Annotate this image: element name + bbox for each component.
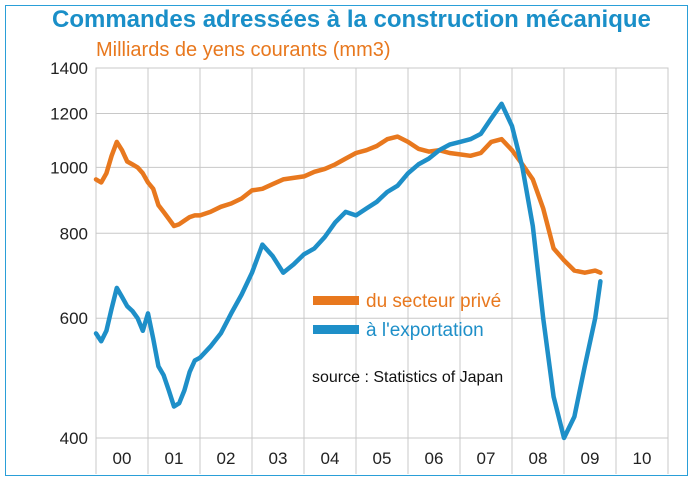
y-tick-label: 400 (60, 429, 88, 448)
grid-layer (95, 67, 669, 474)
x-tick-label: 00 (113, 449, 132, 468)
x-tick-label: 09 (581, 449, 600, 468)
y-tick-label: 1400 (50, 59, 88, 78)
y-tick-label: 800 (60, 224, 88, 243)
x-tick-label: 02 (217, 449, 236, 468)
chart-title: Commandes adressées à la construction mé… (52, 6, 651, 33)
series-line-export (93, 101, 603, 441)
legend-label-export: à l'exportation (366, 320, 484, 341)
source-note: source : Statistics of Japan (312, 369, 503, 386)
legend-swatch-export (313, 325, 359, 334)
x-tick-label: 04 (321, 449, 340, 468)
chart-subtitle: Milliards de yens courants (mm3) (96, 39, 391, 61)
x-tick-label: 07 (477, 449, 496, 468)
x-tick-label: 05 (373, 449, 392, 468)
x-tick-label: 10 (633, 449, 652, 468)
legend-label-prive: du secteur privé (366, 291, 501, 312)
x-tick-label: 03 (269, 449, 288, 468)
y-tick-label: 1200 (50, 105, 88, 124)
y-tick-label: 1000 (50, 158, 88, 177)
x-tick-label: 06 (425, 449, 444, 468)
series-layer (93, 101, 603, 441)
chart-frame (5, 5, 688, 476)
series-line-prive (93, 134, 603, 275)
axis-layer: 400 600 800 1000 1200 1400 00 01 02 03 04 05 06 07 08 0… (50, 59, 651, 468)
x-tick-label: 01 (165, 449, 184, 468)
legend: du secteur privé à l'exportation (313, 291, 501, 341)
x-tick-label: 08 (529, 449, 548, 468)
y-tick-label: 600 (60, 309, 88, 328)
legend-swatch-prive (313, 296, 359, 305)
